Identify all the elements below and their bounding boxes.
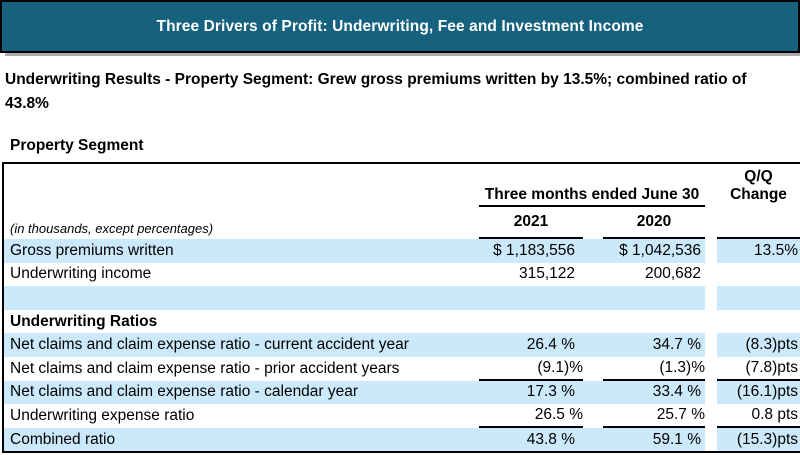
cell-2021	[455, 286, 583, 310]
qq-change-header-text: Q/Q Change	[730, 167, 787, 203]
cell-label: Gross premiums written	[4, 239, 455, 263]
cell-qq-change	[717, 286, 800, 310]
table-row: Underwriting expense ratio 26.5 % 25.7 %…	[4, 404, 800, 428]
cell-qq-change: (7.8)pts	[717, 357, 800, 381]
column-spacer	[705, 333, 717, 357]
column-header-2021: 2021	[479, 207, 583, 239]
qq-change-header: Q/Q Change	[717, 164, 800, 207]
cell-2021: 26.5 %	[479, 404, 583, 428]
column-header-2020: 2020	[603, 207, 705, 239]
table-row: Net claims and claim expense ratio - cal…	[4, 380, 800, 405]
cell-label: Net claims and claim expense ratio - cal…	[4, 380, 455, 405]
cell-2020: 200,682	[644, 265, 701, 283]
column-spacer	[705, 286, 717, 310]
cell-2020: 33.4 %	[583, 380, 705, 405]
qq-header-underline	[717, 207, 800, 239]
column-spacer	[705, 404, 717, 428]
table-row: Net claims and claim expense ratio - cur…	[4, 333, 800, 357]
cell-2021: $ 1,183,556	[455, 239, 583, 263]
cell-qq-change: 13.5%	[717, 239, 800, 263]
cell-2020: 59.1 %	[583, 427, 705, 452]
cell-2020	[583, 286, 705, 310]
cell-qq-change: (15.3)pts	[717, 427, 800, 452]
cell-label	[4, 286, 455, 310]
column-spacer	[705, 262, 717, 287]
cell-2020	[583, 310, 705, 334]
cell-2021: (9.1)%	[479, 357, 583, 381]
period-header-text: Three months ended June 30	[484, 186, 700, 203]
slide-subtitle: Underwriting Results - Property Segment:…	[5, 71, 747, 112]
cell-label: Combined ratio	[4, 427, 455, 452]
column-spacer	[705, 427, 717, 452]
table-row: Underwriting income 315,122 200,682	[4, 262, 800, 287]
table-row: Combined ratio 43.8 % 59.1 % (15.3)pts	[4, 427, 800, 452]
table-section-row: Underwriting Ratios	[4, 309, 800, 334]
section-header-label: Underwriting Ratios	[10, 312, 158, 330]
cell-qq-change	[717, 310, 800, 334]
cell-label: Underwriting expense ratio	[10, 406, 195, 424]
cell-2020: 34.7 %	[583, 333, 705, 357]
table-row: Net claims and claim expense ratio - pri…	[4, 356, 800, 381]
cell-2020: $ 1,042,536	[583, 239, 705, 263]
cell-label: Net claims and claim expense ratio - cur…	[4, 333, 455, 357]
cell-qq-change	[717, 263, 800, 287]
cell-label: Net claims and claim expense ratio - pri…	[10, 359, 400, 377]
cell-label: Underwriting income	[10, 265, 152, 283]
cell-qq-change: (16.1)pts	[717, 380, 800, 405]
cell-qq-change: (8.3)pts	[717, 333, 800, 357]
cell-2020: (1.3)%	[603, 357, 705, 381]
cell-2021: 43.8 %	[455, 427, 583, 452]
cell-qq-change: 0.8 pts	[717, 404, 800, 428]
cell-2021	[455, 310, 583, 334]
period-header: Three months ended June 30	[479, 164, 705, 207]
cell-2021: 26.4 %	[455, 333, 583, 357]
units-note: (in thousands, except percentages)	[10, 221, 214, 236]
column-spacer	[705, 356, 717, 381]
cell-2020: 25.7 %	[603, 404, 705, 428]
cell-2021: 315,122	[518, 265, 575, 283]
column-spacer	[705, 309, 717, 334]
banner-title: Three Drivers of Profit: Underwriting, F…	[156, 17, 644, 35]
table-row: Gross premiums written $ 1,183,556 $ 1,0…	[4, 239, 800, 263]
title-banner: Three Drivers of Profit: Underwriting, F…	[0, 0, 800, 53]
table-title: Property Segment	[10, 137, 144, 154]
column-spacer	[705, 380, 717, 405]
table-row-empty	[4, 286, 800, 310]
column-spacer	[705, 239, 717, 263]
property-segment-table: (in thousands, except percentages) Three…	[2, 162, 800, 454]
table-header: (in thousands, except percentages) Three…	[4, 164, 800, 239]
cell-2021: 17.3 %	[455, 380, 583, 405]
